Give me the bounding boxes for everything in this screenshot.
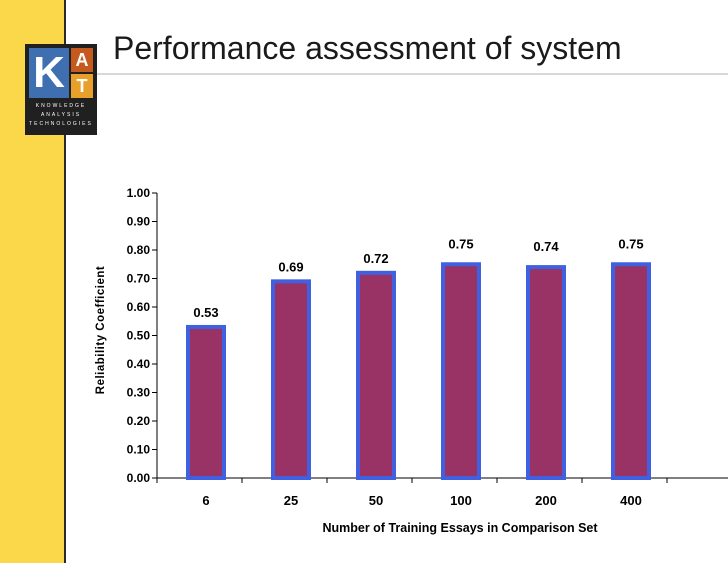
y-tick-label: 0.90 — [127, 215, 151, 229]
bar-data-label: 0.69 — [278, 259, 303, 274]
y-tick-label: 0.40 — [127, 357, 151, 371]
bar-data-label: 0.53 — [193, 305, 218, 320]
x-tick-label: 400 — [620, 493, 642, 508]
x-tick-label: 6 — [202, 493, 209, 508]
logo-wordmark: KNOWLEDGE ANALYSIS TECHNOLOGIES — [27, 102, 95, 129]
logo-word-technologies: TECHNOLOGIES — [29, 121, 93, 127]
y-tick-label: 0.10 — [127, 443, 151, 457]
kat-logo: K A T KNOWLEDGE ANALYSIS TECHNOLOGIES — [25, 44, 97, 135]
bar-data-label: 0.72 — [363, 251, 388, 266]
y-tick-label: 0.80 — [127, 243, 151, 257]
x-tick-label: 50 — [369, 493, 383, 508]
header-band — [66, 0, 728, 73]
logo-letter-a: A — [71, 48, 93, 72]
bar — [271, 279, 311, 480]
y-tick-label: 0.20 — [127, 414, 151, 428]
bar-data-label: 0.74 — [533, 239, 559, 254]
y-tick-label: 0.00 — [127, 471, 151, 485]
logo-word-analysis: ANALYSIS — [40, 112, 82, 118]
x-tick-label: 200 — [535, 493, 557, 508]
y-axis-title: Reliability Coefficient — [95, 266, 107, 394]
logo-word-knowledge: KNOWLEDGE — [35, 103, 87, 109]
sidebar-divider — [64, 0, 66, 563]
bar — [526, 265, 566, 480]
logo-letter-k: K — [29, 48, 69, 98]
bar-data-label: 0.75 — [618, 236, 643, 251]
bar-data-label: 0.75 — [448, 236, 473, 251]
y-tick-label: 1.00 — [127, 186, 151, 200]
y-tick-label: 0.30 — [127, 386, 151, 400]
slide-title: Performance assessment of system — [113, 30, 622, 66]
bar — [611, 262, 651, 480]
y-tick-label: 0.60 — [127, 300, 151, 314]
logo-letter-t: T — [71, 74, 93, 98]
bar — [186, 324, 226, 481]
bar — [441, 262, 481, 480]
x-tick-label: 100 — [450, 493, 472, 508]
bar — [356, 270, 396, 480]
x-tick-label: 25 — [284, 493, 298, 508]
x-axis-title: Number of Training Essays in Comparison … — [322, 521, 598, 535]
header-divider — [66, 73, 728, 75]
y-tick-label: 0.50 — [127, 329, 151, 343]
y-tick-label: 0.70 — [127, 272, 151, 286]
